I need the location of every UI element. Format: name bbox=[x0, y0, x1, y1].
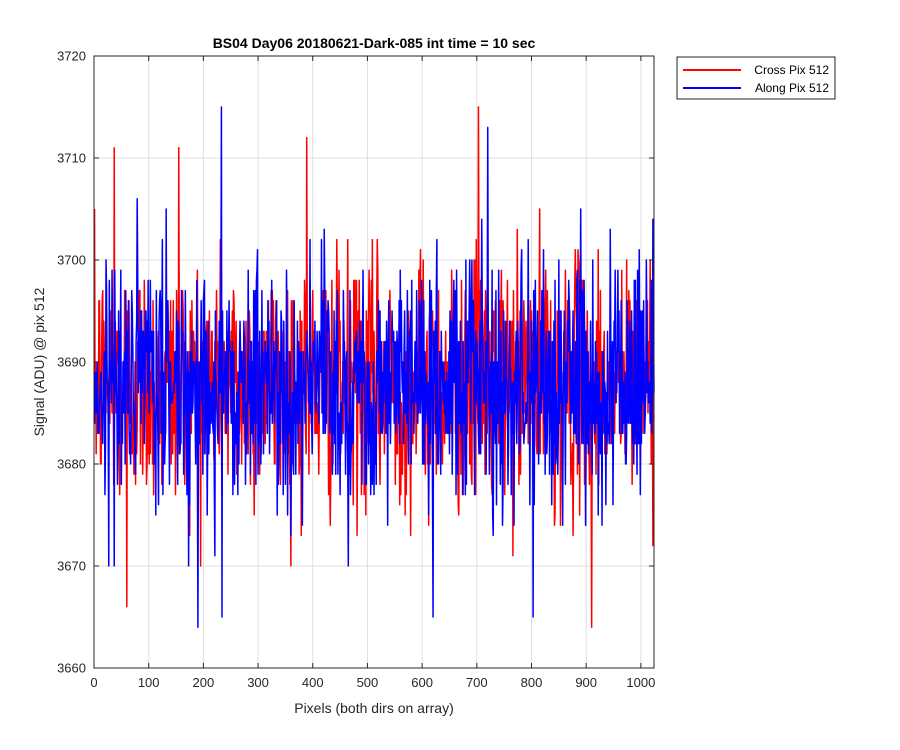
x-tick-label: 300 bbox=[247, 675, 269, 690]
x-tick-label: 500 bbox=[357, 675, 379, 690]
x-tick-label: 0 bbox=[90, 675, 97, 690]
y-tick-label: 3680 bbox=[57, 457, 86, 472]
legend: Cross Pix 512 Along Pix 512 bbox=[676, 56, 836, 100]
legend-label-along: Along Pix 512 bbox=[755, 81, 829, 95]
y-tick-label: 3690 bbox=[57, 355, 86, 370]
chart-title: BS04 Day06 20180621-Dark-085 int time = … bbox=[213, 35, 536, 51]
series-layer bbox=[93, 106, 655, 628]
x-tick-label: 800 bbox=[521, 675, 543, 690]
x-tick-label: 400 bbox=[302, 675, 324, 690]
x-tick-label: 200 bbox=[193, 675, 215, 690]
legend-label-cross: Cross Pix 512 bbox=[754, 63, 829, 77]
y-tick-label: 3700 bbox=[57, 253, 86, 268]
x-tick-label: 900 bbox=[575, 675, 597, 690]
x-tick-label: 600 bbox=[411, 675, 433, 690]
ticks: 0 100 200 300 400 500 600 700 800 900 1000 3660 3670… bbox=[57, 49, 655, 691]
series-line-along bbox=[93, 106, 655, 628]
y-tick-label: 3660 bbox=[57, 661, 86, 676]
y-tick-label: 3670 bbox=[57, 559, 86, 574]
y-tick-label: 3710 bbox=[57, 151, 86, 166]
x-tick-label: 1000 bbox=[626, 675, 655, 690]
x-tick-label: 100 bbox=[138, 675, 160, 690]
x-axis-title: Pixels (both dirs on array) bbox=[294, 700, 454, 716]
y-axis-title: Signal (ADU) @ pix 512 bbox=[31, 287, 47, 436]
y-tick-label: 3720 bbox=[57, 49, 86, 64]
x-tick-label: 700 bbox=[466, 675, 488, 690]
legend-box bbox=[676, 56, 836, 100]
